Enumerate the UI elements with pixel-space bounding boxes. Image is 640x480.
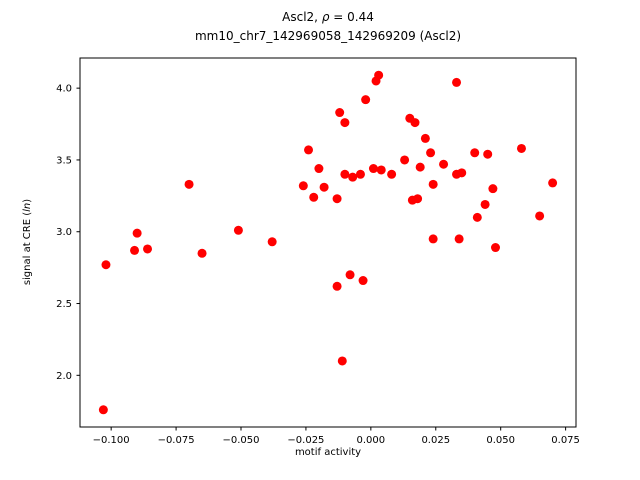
data-point (439, 159, 449, 169)
data-point (470, 148, 480, 158)
data-point (428, 179, 438, 189)
data-point (184, 179, 194, 189)
data-point (337, 356, 347, 366)
data-point (335, 108, 345, 118)
data-point (452, 77, 462, 87)
data-point (488, 184, 498, 194)
x-tick-label: −0.050 (222, 435, 259, 446)
data-point (98, 405, 108, 415)
data-point (348, 172, 358, 182)
chart-title-line1: Ascl2, ρ = 0.44 (282, 10, 374, 24)
data-point (298, 181, 308, 191)
data-point (454, 234, 464, 244)
axes-frame (79, 57, 577, 428)
data-point (358, 276, 368, 286)
data-point (480, 199, 490, 209)
data-point (332, 194, 342, 204)
x-tick-label: 0.075 (551, 435, 580, 446)
data-point (387, 169, 397, 179)
data-point (491, 243, 500, 253)
x-tick-label: 0.025 (421, 435, 450, 446)
data-point (143, 244, 153, 254)
data-point (130, 245, 140, 255)
y-tick-label: 2.5 (56, 299, 72, 310)
data-point (319, 182, 329, 192)
data-point (332, 281, 342, 291)
data-point (340, 169, 350, 179)
data-point (415, 162, 425, 172)
x-tick-label: 0.000 (357, 435, 386, 446)
data-point (420, 133, 430, 143)
y-tick-label: 4.0 (56, 84, 72, 95)
data-point (361, 95, 371, 105)
data-point (535, 211, 545, 221)
data-point (368, 164, 378, 174)
data-point (101, 260, 111, 270)
data-point (472, 212, 482, 222)
y-tick-label: 3.5 (56, 155, 72, 166)
data-point (483, 149, 493, 159)
data-point (374, 70, 384, 80)
x-tick-label: −0.075 (158, 435, 195, 446)
x-tick-label: 0.050 (486, 435, 515, 446)
data-point (132, 228, 142, 238)
data-point (355, 169, 365, 179)
data-point (516, 143, 526, 153)
data-point (400, 155, 410, 165)
data-point (426, 148, 436, 158)
data-point (410, 118, 420, 128)
data-point (413, 194, 423, 204)
data-point (376, 165, 386, 175)
data-point (314, 164, 324, 174)
data-point (345, 270, 355, 280)
y-tick-label: 2.0 (56, 371, 72, 382)
chart-title-line2: mm10_chr7_142969058_142969209 (Ascl2) (194, 28, 462, 43)
chart-title: Ascl2, ρ = 0.44 mm10_chr7_142969058_1429… (80, 8, 576, 45)
data-point (304, 145, 314, 155)
x-axis-label: motif activity (294, 447, 362, 458)
data-point (457, 168, 467, 178)
data-point (548, 178, 558, 188)
data-point (197, 248, 207, 258)
data-point (267, 237, 277, 247)
data-point (340, 118, 350, 128)
y-tick-label: 3.0 (56, 227, 72, 238)
x-tick-label: −0.025 (287, 435, 324, 446)
data-point (428, 234, 438, 244)
data-point (233, 225, 243, 235)
x-tick-label: −0.100 (93, 435, 130, 446)
data-point (309, 192, 319, 202)
